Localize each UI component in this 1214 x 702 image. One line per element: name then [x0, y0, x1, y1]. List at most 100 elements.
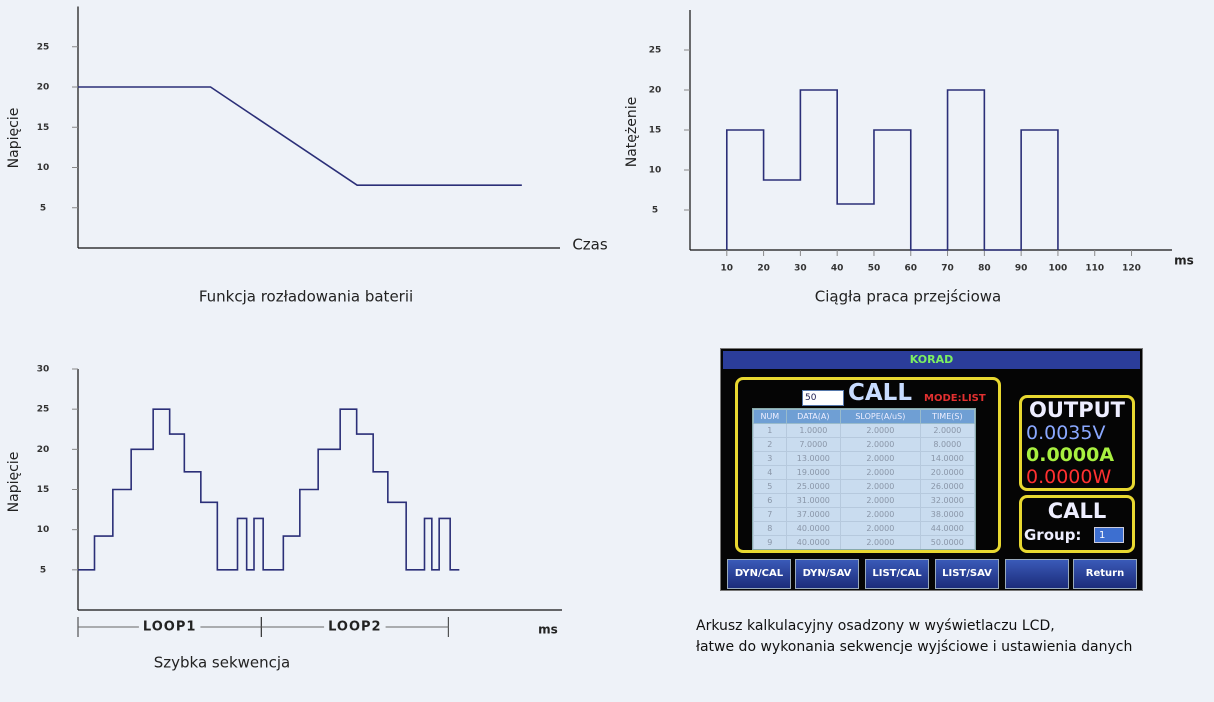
cell: 7: [753, 507, 787, 522]
y-tick-label: 10: [37, 163, 50, 173]
cell: 2.0000: [839, 521, 921, 536]
x-tick-label: 50: [868, 264, 881, 274]
table-row: 6 31.0000 2.0000 32.0000: [753, 493, 975, 508]
call-panel: CALL Group: 1: [1019, 495, 1135, 553]
y-tick-label: 5: [652, 206, 658, 216]
series-line: [78, 408, 460, 571]
x-axis-label: Czas: [572, 236, 608, 254]
cell: 7.0000: [785, 437, 841, 452]
cell: 2.0000: [839, 423, 921, 438]
x-axis-label: ms: [1174, 254, 1194, 268]
column-header: SLOPE(A/uS): [839, 409, 921, 424]
cell: 2.0000: [839, 437, 921, 452]
chart-title: Ciągła praca przejściowa: [815, 288, 1002, 306]
cell: 3: [753, 451, 787, 466]
table-row: 1 1.0000 2.0000 2.0000: [753, 423, 975, 438]
input-field[interactable]: 50: [802, 390, 844, 406]
table-row: 8 40.0000 2.0000 44.0000: [753, 521, 975, 536]
table-header: NUM DATA(A) SLOPE(A/uS) TIME(S): [753, 409, 975, 424]
mode-label: MODE:LIST: [924, 393, 986, 404]
x-tick-label: 20: [757, 264, 770, 274]
button[interactable]: DYN/SAV: [795, 559, 859, 589]
chart-title: Funkcja rozładowania baterii: [199, 288, 413, 306]
cell: 40.0000: [786, 550, 840, 551]
voltage: 0.0035V: [1026, 422, 1106, 444]
cell: 2.0000: [839, 451, 921, 466]
cell: 2: [753, 437, 787, 452]
output-panel: OUTPUT 0.0035V 0.0000A 0.0000W: [1019, 395, 1135, 491]
cell: 25.0000: [785, 479, 841, 494]
cell: 56.0000: [920, 550, 974, 551]
cell: 2.0000: [839, 507, 921, 522]
cell: 14.0000: [919, 451, 975, 466]
cell: 1.0000: [785, 423, 841, 438]
button[interactable]: LIST/CAL: [865, 559, 929, 589]
series-line: [78, 86, 522, 187]
list-panel: 50 CALL MODE:LIST NUM DATA(A) SLOPE(A/uS) T…: [735, 377, 1001, 553]
x-tick-label: 70: [941, 264, 954, 274]
caption: Arkusz kalkulacyjny osadzony w wyświetla…: [696, 618, 1055, 634]
table-row: 5 25.0000 2.0000 26.0000: [753, 479, 975, 494]
series-line: [725, 89, 1059, 251]
button[interactable]: Return: [1073, 559, 1137, 589]
cell: 10: [754, 550, 787, 551]
table-row: 9 40.0000 2.0000 50.0000: [753, 535, 975, 549]
y-tick-label: 5: [40, 565, 46, 575]
button[interactable]: DYN/CAL: [727, 559, 791, 589]
y-tick-label: 25: [37, 405, 50, 415]
cell: 20.0000: [919, 465, 975, 480]
cell: 2.0000: [839, 535, 921, 549]
table: NUM DATA(A) SLOPE(A/uS) TIME(S) 1 1.0000 2.000…: [753, 409, 975, 551]
x-tick-label: 90: [1015, 264, 1028, 274]
group-select[interactable]: 1: [1094, 527, 1124, 543]
cell: 37.0000: [785, 507, 841, 522]
button[interactable]: [1005, 559, 1069, 589]
x-tick-label: 40: [831, 264, 844, 274]
cell: 13.0000: [785, 451, 841, 466]
lcd-header: KORAD: [723, 351, 1140, 369]
cell: 40.0000: [785, 521, 841, 536]
cell: 5: [753, 479, 787, 494]
x-axis-label: ms: [538, 623, 558, 637]
current: 0.0000A: [1026, 444, 1115, 466]
y-axis-label: Napięcie: [6, 452, 22, 513]
column-header: DATA(A): [785, 409, 841, 424]
y-tick-label: 15: [37, 485, 50, 495]
cell: 6: [753, 493, 787, 508]
x-tick-label: 110: [1085, 264, 1104, 274]
y-tick-label: 10: [37, 525, 50, 535]
x-tick-label: 80: [978, 264, 991, 274]
table-row: 7 37.0000 2.0000 38.0000: [753, 507, 975, 522]
cell: 26.0000: [919, 479, 975, 494]
cell: 1: [753, 423, 787, 438]
button[interactable]: LIST/SAV: [935, 559, 999, 589]
lcd-screen: KORAD 50 CALL MODE:LIST NUM DATA(A) SLOPE(…: [720, 348, 1143, 591]
cell: 2.0000: [840, 550, 920, 551]
cell: 8.0000: [919, 437, 975, 452]
call-title: CALL: [1047, 499, 1107, 523]
table-row: 3 13.0000 2.0000 14.0000: [753, 451, 975, 466]
power: 0.0000W: [1026, 466, 1112, 488]
cell: 2.0000: [919, 423, 975, 438]
y-tick-label: 30: [37, 365, 50, 375]
cell: 40.0000: [785, 535, 841, 549]
cell: 38.0000: [919, 507, 975, 522]
chart-title: Szybka sekwencja: [154, 654, 291, 672]
cell: 4: [753, 465, 787, 480]
data-table: NUM DATA(A) SLOPE(A/uS) TIME(S) 1 1.0000 2.000…: [752, 408, 976, 550]
y-axis-label: Natężenie: [624, 97, 640, 168]
y-tick-label: 10: [649, 166, 662, 176]
x-tick-label: 100: [1049, 264, 1068, 274]
cell: 44.0000: [919, 521, 975, 536]
cell: 9: [753, 535, 787, 549]
y-tick-label: 5: [40, 203, 46, 213]
label-bg: [138, 619, 201, 635]
caption: łatwe do wykonania sekwencje wyjściowe i…: [696, 639, 1133, 655]
cell: 2.0000: [839, 479, 921, 494]
y-tick-label: 15: [37, 123, 50, 133]
column-header: TIME(S): [919, 409, 975, 424]
x-tick-label: 60: [904, 264, 917, 274]
cell: 32.0000: [919, 493, 975, 508]
